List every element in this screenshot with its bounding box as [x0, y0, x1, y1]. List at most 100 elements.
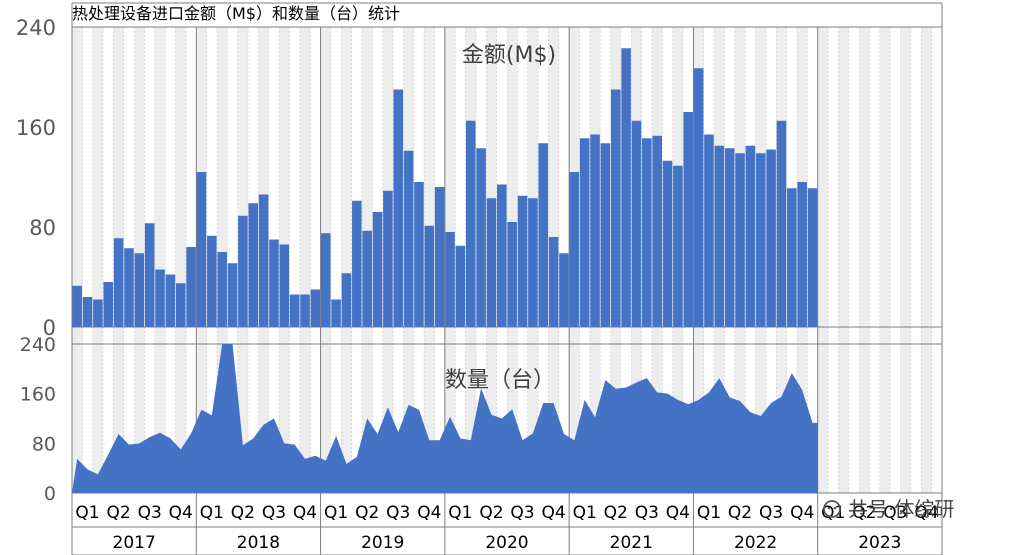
year-tick-label: 2023	[858, 533, 901, 553]
amount-y-tick-label: 0	[43, 316, 56, 340]
amount-bar	[227, 263, 238, 327]
month-stripe	[900, 27, 911, 493]
amount-y-tick-label: 80	[29, 216, 56, 240]
month-stripe	[838, 27, 849, 493]
quarter-tick-label: Q3	[759, 503, 783, 523]
amount-bar	[465, 120, 476, 327]
year-tick-label: 2022	[734, 533, 777, 553]
quarter-tick-label: Q4	[666, 503, 690, 523]
amount-bar	[724, 148, 735, 327]
quarter-tick-label: Q1	[448, 503, 472, 523]
amount-bar	[155, 269, 165, 327]
year-tick-label: 2017	[113, 533, 156, 553]
amount-bar	[538, 143, 549, 327]
amount-bar	[693, 68, 704, 327]
quantity-series-label: 数量（台）	[445, 368, 555, 393]
amount-bar	[755, 153, 766, 327]
amount-y-tick-label: 240	[16, 16, 56, 40]
amount-bar	[434, 187, 445, 327]
wechat-icon	[823, 500, 841, 518]
amount-bar	[103, 282, 114, 327]
chart-title: 热处理设备进口金额（M$）和数量（台）统计	[72, 4, 400, 23]
amount-bar	[600, 143, 611, 327]
amount-bar	[393, 89, 404, 327]
quarter-tick-label: Q2	[231, 503, 255, 523]
amount-bar	[196, 172, 207, 327]
amount-bar	[331, 299, 341, 327]
amount-bar	[497, 184, 507, 327]
amount-bar	[714, 145, 725, 327]
quarter-tick-label: Q2	[728, 503, 752, 523]
watermark: 共号·体综研	[822, 495, 954, 523]
amount-bar	[735, 153, 745, 327]
x-axis-labels: Q1 Q2 Q3 Q4 2017 Q1 Q2 Q3 Q4 2018 Q1 Q2 Q3 Q4 2019 Q1 Q2…	[75, 503, 938, 553]
quarter-tick-label: Q3	[386, 503, 410, 523]
amount-bar	[476, 148, 486, 327]
amount-bar	[207, 235, 217, 327]
amount-bar	[797, 182, 807, 327]
quantity-y-tick-label: 80	[32, 433, 56, 455]
amount-bar	[248, 203, 259, 327]
amount-bar	[704, 134, 714, 327]
year-tick-label: 2018	[237, 533, 280, 553]
quarter-tick-label: Q4	[293, 503, 317, 523]
amount-bar	[776, 120, 787, 327]
amount-bar	[445, 232, 455, 327]
quantity-y-tick-label: 160	[20, 384, 56, 406]
chart-frame	[71, 2, 943, 555]
amount-bar	[124, 248, 134, 327]
quarter-tick-label: Q4	[914, 503, 938, 523]
amount-bar	[362, 230, 372, 327]
amount-bar	[403, 150, 414, 327]
amount-bar-series	[72, 48, 818, 327]
quantity-area	[72, 344, 818, 493]
amount-bar	[548, 237, 559, 327]
month-stripe	[817, 27, 829, 493]
amount-bar	[320, 233, 331, 327]
quantity-y-tick-label: 0	[44, 483, 56, 505]
quarter-tick-label: Q2	[852, 503, 876, 523]
amount-bar	[517, 195, 528, 327]
amount-bar	[621, 48, 631, 327]
quarter-tick-label: Q3	[262, 503, 286, 523]
month-stripe	[92, 27, 104, 493]
amount-bar	[186, 247, 196, 327]
amount-series-label: 金额(M$)	[462, 43, 556, 68]
amount-bar	[631, 120, 642, 327]
amount-bar	[486, 198, 497, 327]
amount-bar	[82, 297, 93, 327]
amount-bar	[72, 285, 82, 327]
month-stripe	[299, 27, 311, 493]
month-stripe	[175, 27, 186, 493]
month-stripe	[879, 27, 891, 493]
amount-bar	[652, 135, 662, 327]
amount-bar	[673, 165, 683, 327]
amount-bar	[766, 149, 776, 327]
amount-bar	[134, 253, 145, 327]
amount-bar	[269, 239, 279, 327]
month-stripe	[341, 27, 352, 493]
quarter-tick-label: Q1	[324, 503, 348, 523]
quarter-tick-label: Q3	[883, 503, 907, 523]
amount-bar	[279, 244, 290, 327]
year-tick-label: 2020	[485, 533, 528, 553]
quarter-tick-label: Q1	[697, 503, 721, 523]
quantity-area-series	[72, 344, 818, 493]
amount-bar	[559, 253, 569, 327]
amount-bar	[341, 273, 352, 327]
quarter-tick-label: Q4	[417, 503, 441, 523]
quarter-tick-label: Q1	[75, 503, 99, 523]
amount-bar	[217, 252, 227, 327]
amount-bar	[610, 89, 621, 327]
amount-bar	[258, 194, 269, 327]
amount-bar	[507, 222, 517, 327]
amount-bar	[113, 238, 124, 327]
amount-bar	[787, 188, 797, 327]
quarter-tick-label: Q3	[138, 503, 162, 523]
amount-bar	[579, 138, 590, 327]
quarter-tick-label: Q4	[169, 503, 193, 523]
amount-bar	[372, 212, 383, 327]
quarter-tick-label: Q2	[107, 503, 131, 523]
quarter-tick-label: Q3	[510, 503, 534, 523]
